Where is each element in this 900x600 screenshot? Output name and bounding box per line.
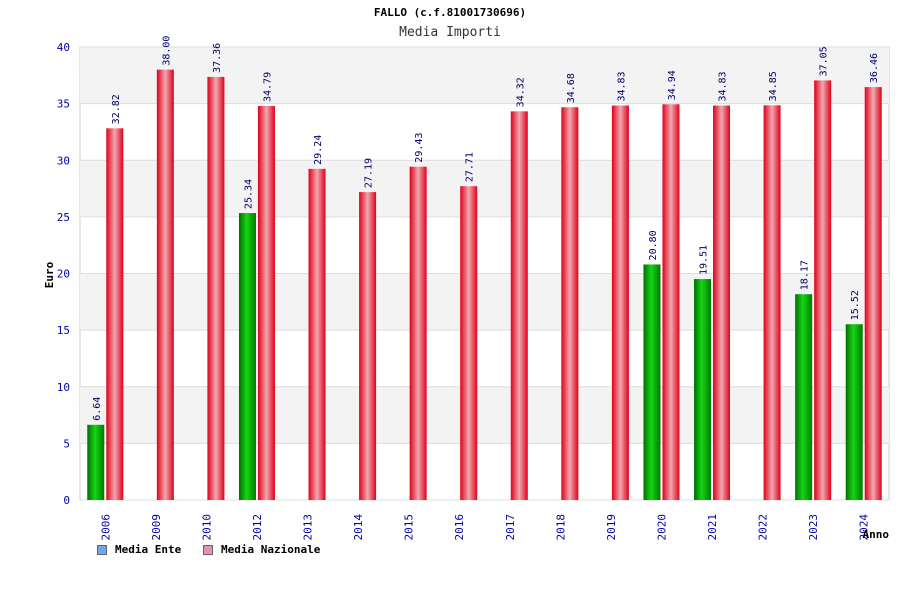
bar-nazionale-2010: [207, 76, 225, 500]
x-tick-label-2023: 2023: [807, 514, 820, 541]
x-axis: 2006 2009 2010 2012 2013 2014 2015 2016 2017 2018…: [99, 514, 870, 541]
bar-nazionale-2014: [359, 192, 377, 501]
chart-subtitle: Media Importi: [399, 25, 501, 40]
data-labels: 6.64 32.82 38.00 37.36 25.34 34.79 29.24 27.19 2…: [92, 36, 880, 421]
data-label-ente-2006: 6.64: [92, 397, 103, 421]
x-tick-label-2024: 2024: [858, 514, 871, 541]
data-label-nazionale-2016: 27.71: [465, 152, 476, 182]
y-tick-label: 25: [57, 211, 70, 224]
bar-nazionale-2023: [814, 80, 832, 500]
x-tick-label-2015: 2015: [403, 514, 416, 541]
bar-ente-2021: [694, 279, 712, 500]
data-label-nazionale-2009: 38.00: [161, 36, 172, 66]
x-tick-label-2020: 2020: [655, 514, 668, 541]
bar-nazionale-2012: [257, 106, 275, 501]
y-axis-label: Euro: [43, 261, 56, 288]
x-tick-label-2016: 2016: [453, 514, 466, 541]
bar-ente-2020: [643, 264, 661, 500]
data-label-nazionale-2021: 34.83: [718, 71, 729, 101]
y-tick-label: 35: [57, 98, 70, 111]
y-tick-label: 20: [57, 268, 70, 281]
bar-ente-2023: [795, 294, 813, 500]
x-tick-label-2017: 2017: [504, 514, 517, 541]
legend-item-media-nazionale: Media Nazionale: [203, 543, 320, 556]
x-tick-label-2018: 2018: [554, 514, 567, 541]
bar-nazionale-2021: [713, 105, 731, 501]
x-tick-label-2014: 2014: [352, 514, 365, 541]
bar-nazionale-2017: [510, 111, 528, 501]
bar-ente-2024: [845, 324, 863, 500]
x-tick-label-2010: 2010: [200, 514, 213, 541]
y-tick-label: 10: [57, 381, 70, 394]
bars: [87, 69, 882, 501]
x-tick-label-2013: 2013: [302, 514, 315, 541]
data-label-ente-2021: 19.51: [699, 245, 710, 275]
x-tick-label-2021: 2021: [706, 514, 719, 541]
legend-swatch-nazionale: [203, 544, 213, 555]
data-label-nazionale-2023: 37.05: [819, 46, 830, 76]
data-label-nazionale-2006: 32.82: [111, 94, 122, 124]
x-tick-label-2012: 2012: [251, 514, 264, 541]
x-tick-label-2009: 2009: [150, 514, 163, 541]
data-label-ente-2023: 18.17: [800, 260, 811, 290]
bar-nazionale-2016: [460, 186, 478, 500]
data-label-nazionale-2014: 27.19: [364, 158, 375, 188]
data-label-nazionale-2019: 34.83: [616, 71, 627, 101]
y-axis: 0 5 10 15 20 25 30 35 40: [57, 41, 70, 507]
data-label-nazionale-2012: 34.79: [262, 72, 273, 102]
data-label-nazionale-2020: 34.94: [667, 70, 678, 100]
data-label-nazionale-2022: 34.85: [768, 71, 779, 101]
data-label-nazionale-2018: 34.68: [566, 73, 577, 103]
bar-nazionale-2024: [864, 87, 882, 500]
x-axis-label: Anno: [863, 528, 890, 541]
bar-nazionale-2009: [156, 69, 174, 501]
x-tick-label-2019: 2019: [605, 514, 618, 541]
y-tick-label: 40: [57, 41, 70, 54]
bar-ente-2012: [238, 213, 256, 500]
data-label-nazionale-2015: 29.43: [414, 133, 425, 163]
data-label-nazionale-2013: 29.24: [313, 135, 324, 165]
legend-swatch-ente: [97, 544, 107, 555]
data-label-ente-2020: 20.80: [648, 230, 659, 260]
bar-nazionale-2022: [763, 105, 781, 500]
bar-nazionale-2015: [409, 166, 427, 500]
bar-ente-2006: [87, 424, 105, 500]
legend-item-media-ente: Media Ente: [97, 543, 181, 556]
data-label-nazionale-2017: 34.32: [515, 77, 526, 107]
data-label-ente-2024: 15.52: [850, 290, 861, 320]
y-tick-label: 5: [63, 437, 70, 450]
legend-label-ente: Media Ente: [115, 543, 182, 556]
bar-nazionale-2013: [308, 168, 326, 500]
data-label-nazionale-2010: 37.36: [212, 43, 223, 73]
bar-nazionale-2018: [561, 107, 579, 501]
bar-nazionale-2019: [611, 105, 629, 501]
data-label-ente-2012: 25.34: [243, 179, 254, 209]
chart-title: FALLO (c.f.81001730696): [373, 6, 527, 19]
y-tick-label: 15: [57, 324, 70, 337]
bar-nazionale-2006: [106, 128, 124, 500]
x-tick-label-2022: 2022: [757, 514, 770, 541]
legend-label-nazionale: Media Nazionale: [221, 543, 321, 556]
y-tick-label: 0: [63, 494, 70, 507]
bar-nazionale-2020: [662, 104, 680, 500]
x-tick-label-2006: 2006: [99, 514, 112, 541]
y-tick-label: 30: [57, 154, 70, 167]
data-label-nazionale-2024: 36.46: [869, 53, 880, 83]
